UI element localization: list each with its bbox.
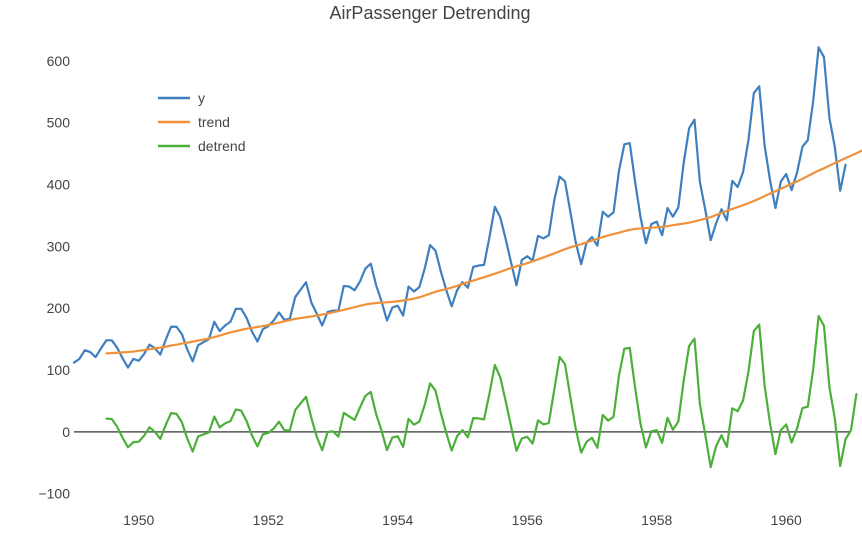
y-tick-label: 300 [47,238,71,254]
legend-label: y [198,90,205,106]
axes: −100 0 100 200 300 400 500 600 1950 1952 1954 1956… [38,53,851,528]
y-tick-label: 200 [47,300,71,316]
series-line-detrend[interactable] [105,314,858,469]
legend-item-y[interactable]: y [158,90,205,106]
legend-item-detrend[interactable]: detrend [158,138,245,154]
legend-label: trend [198,114,230,130]
y-axis-ticks: −100 0 100 200 300 400 500 600 [38,53,70,502]
series-line-trend[interactable] [105,142,862,355]
y-tick-label: 500 [47,115,71,131]
y-tick-label: −100 [38,486,70,502]
x-tick-label: 1954 [382,512,413,528]
x-tick-label: 1958 [641,512,672,528]
legend-item-trend[interactable]: trend [158,114,230,130]
legend-label: detrend [198,138,245,154]
y-tick-label: 400 [47,177,71,193]
y-tick-label: 0 [62,424,70,440]
chart-title: AirPassenger Detrending [329,3,530,23]
plot-area [72,46,862,469]
x-tick-label: 1952 [253,512,284,528]
x-tick-label: 1950 [123,512,154,528]
x-tick-label: 1960 [771,512,802,528]
series-line-y[interactable] [72,46,847,369]
x-tick-label: 1956 [512,512,543,528]
y-tick-label: 600 [47,53,71,69]
x-axis-ticks: 1950 1952 1954 1956 1958 1960 [123,512,802,528]
legend[interactable]: y trend detrend [158,90,245,154]
y-tick-label: 100 [47,362,71,378]
